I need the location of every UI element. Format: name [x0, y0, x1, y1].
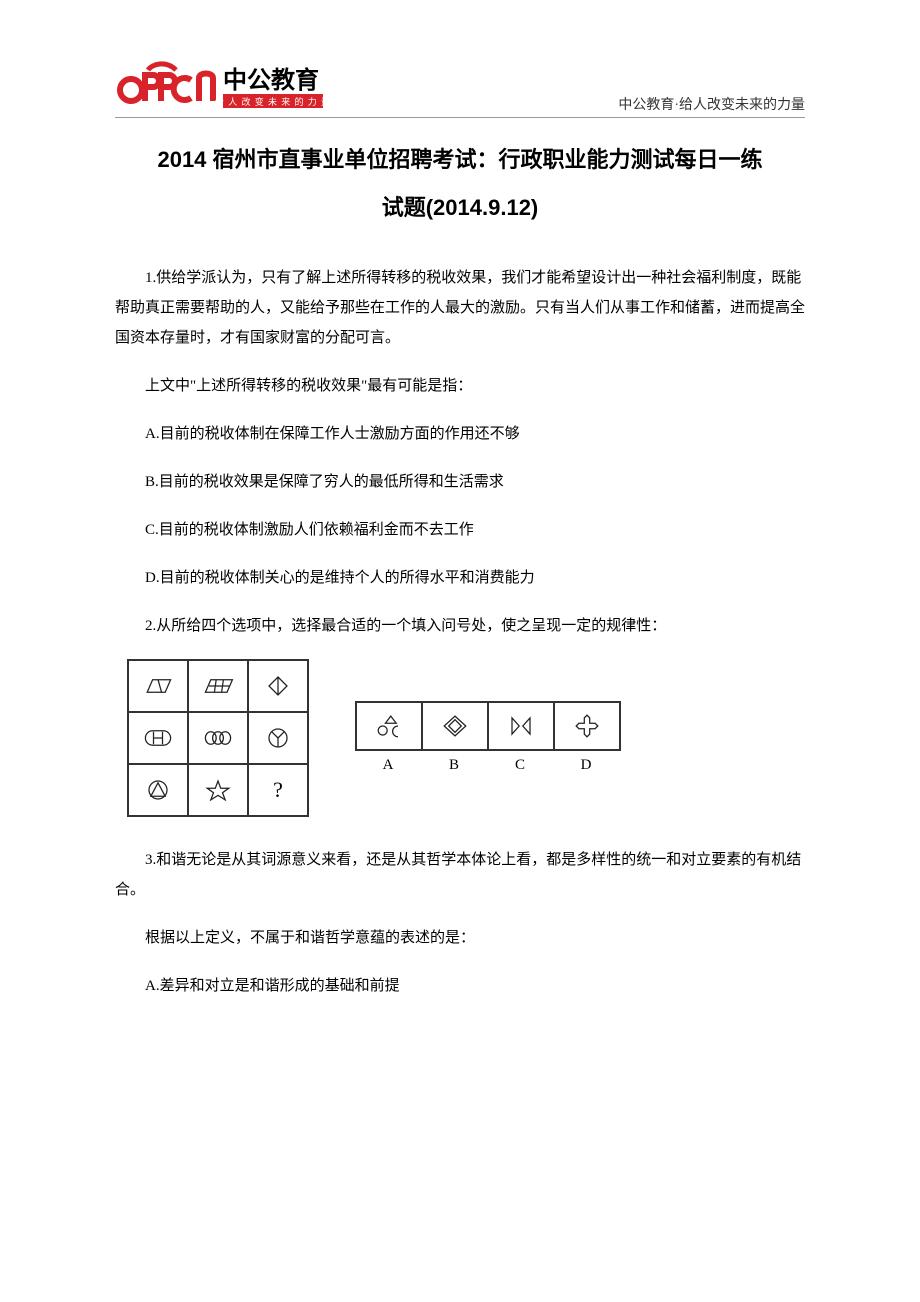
document-page: 中公教育 给 人 改 变 未 来 的 力 量 中公教育·给人改变未来的力量 20…	[0, 0, 920, 1059]
grid-cell-6	[248, 712, 308, 764]
title-line1: 2014 宿州市直事业单位招聘考试：行政职业能力测试每日一练	[157, 147, 762, 172]
page-header: 中公教育 给 人 改 变 未 来 的 力 量 中公教育·给人改变未来的力量	[115, 60, 805, 118]
ovals-chain-icon	[200, 723, 236, 753]
label-c: C	[487, 757, 553, 774]
offcn-logo-icon: 中公教育 给 人 改 变 未 来 的 力 量	[115, 60, 325, 114]
q1-option-d: D.目前的税收体制关心的是维持个人的所得水平和消费能力	[115, 563, 805, 593]
cross-arrows-icon	[569, 711, 605, 741]
label-b: B	[421, 757, 487, 774]
parallelogram-double-icon	[200, 671, 236, 701]
label-a: A	[355, 757, 421, 774]
rounded-h-icon	[140, 723, 176, 753]
q1-option-a: A.目前的税收体制在保障工作人士激励方面的作用还不够	[115, 419, 805, 449]
grid-cell-3	[248, 660, 308, 712]
circle-triangle-icon	[140, 775, 176, 805]
q2-options: A B C D	[355, 701, 621, 774]
title-line2: 试题(2014.9.12)	[382, 195, 539, 220]
two-triangles-icon	[503, 711, 539, 741]
grid-cell-8	[188, 764, 248, 816]
q3-stem: 3.和谐无论是从其词源意义来看，还是从其哲学本体论上看，都是多样性的统一和对立要…	[115, 845, 805, 905]
q1-lead: 上文中"上述所得转移的税收效果"最有可能是指：	[115, 371, 805, 401]
q1-stem: 1.供给学派认为，只有了解上述所得转移的税收效果，我们才能希望设计出一种社会福利…	[115, 263, 805, 353]
logo: 中公教育 给 人 改 变 未 来 的 力 量	[115, 60, 325, 114]
q2-option-a-cell	[356, 702, 422, 750]
double-rhombus-icon	[437, 711, 473, 741]
q2-stem: 2.从所给四个选项中，选择最合适的一个填入问号处，使之呈现一定的规律性：	[115, 611, 805, 641]
q2-option-b-cell	[422, 702, 488, 750]
q3-option-a: A.差异和对立是和谐形成的基础和前提	[115, 971, 805, 1001]
parallelogram-slash-icon	[140, 671, 176, 701]
question-mark: ?	[273, 777, 283, 803]
grid-cell-5	[188, 712, 248, 764]
brand-tagline-text: 给 人 改 变 未 来 的 力 量	[215, 96, 325, 107]
q1-option-b: B.目前的税收效果是保障了穷人的最低所得和生活需求	[115, 467, 805, 497]
triangle-circle-moon-icon	[371, 711, 407, 741]
q2-option-c-cell	[488, 702, 554, 750]
grid-cell-7	[128, 764, 188, 816]
grid-cell-9: ?	[248, 764, 308, 816]
label-d: D	[553, 757, 619, 774]
brand-cn-text: 中公教育	[223, 66, 319, 94]
q1-option-c: C.目前的税收体制激励人们依赖福利金而不去工作	[115, 515, 805, 545]
circle-y-icon	[260, 723, 296, 753]
document-title: 2014 宿州市直事业单位招聘考试：行政职业能力测试每日一练 试题(2014.9…	[115, 136, 805, 233]
header-right-text: 中公教育·给人改变未来的力量	[618, 94, 805, 114]
q2-figure: ? A B C D	[127, 659, 805, 817]
q2-options-labels: A B C D	[355, 757, 621, 774]
q2-options-row	[355, 701, 621, 751]
grid-cell-2	[188, 660, 248, 712]
q3-lead: 根据以上定义，不属于和谐哲学意蕴的表述的是：	[115, 923, 805, 953]
q2-grid: ?	[127, 659, 309, 817]
rhombus-line-icon	[260, 671, 296, 701]
q2-option-d-cell	[554, 702, 620, 750]
grid-cell-1	[128, 660, 188, 712]
star-icon	[200, 775, 236, 805]
grid-cell-4	[128, 712, 188, 764]
